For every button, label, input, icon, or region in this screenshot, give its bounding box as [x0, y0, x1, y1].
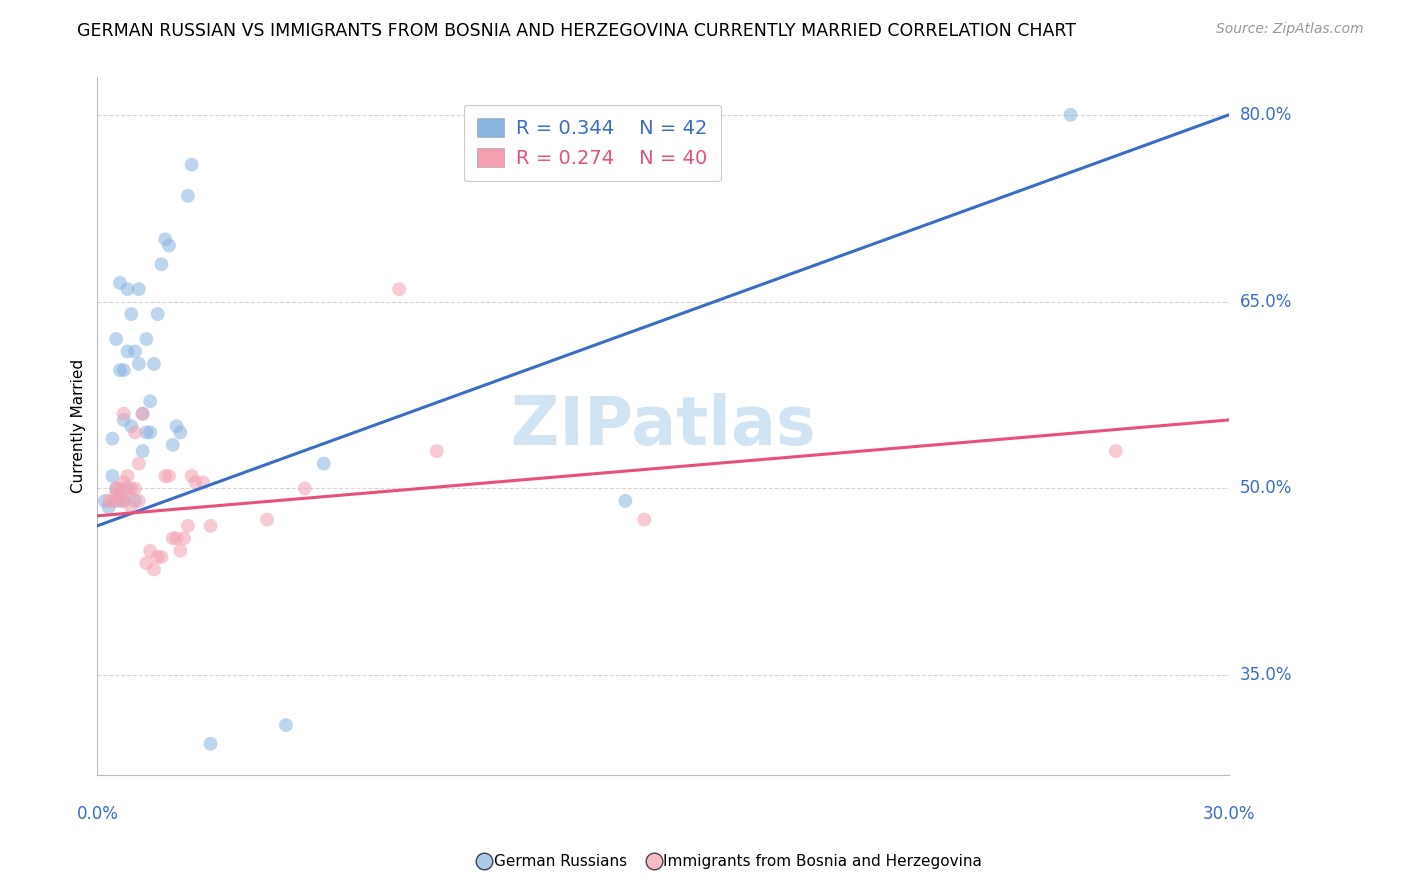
- Point: [97, 500, 120, 515]
- Point: [633, 513, 655, 527]
- Point: [142, 357, 165, 371]
- Text: 50.0%: 50.0%: [1240, 480, 1292, 498]
- Point: [274, 718, 297, 732]
- Point: [157, 469, 180, 483]
- Text: 65.0%: 65.0%: [1240, 293, 1292, 310]
- Point: [166, 531, 188, 545]
- Point: [117, 482, 139, 496]
- Point: [177, 518, 200, 533]
- Point: [155, 469, 177, 483]
- Point: [117, 282, 139, 296]
- Point: [117, 488, 139, 502]
- Point: [177, 188, 200, 202]
- Legend: R = 0.344    N = 42, R = 0.274    N = 40: R = 0.344 N = 42, R = 0.274 N = 40: [464, 104, 721, 181]
- Point: [162, 531, 184, 545]
- Point: [124, 482, 146, 496]
- Point: [112, 494, 135, 508]
- Point: [146, 549, 169, 564]
- Point: [180, 158, 202, 172]
- Point: [162, 438, 184, 452]
- Point: [150, 549, 173, 564]
- Point: [97, 494, 120, 508]
- Text: 35.0%: 35.0%: [1240, 666, 1292, 684]
- Point: [1059, 108, 1081, 122]
- Point: [108, 494, 131, 508]
- Point: [124, 425, 146, 440]
- Point: [112, 407, 135, 421]
- Point: [139, 425, 162, 440]
- Point: [120, 307, 142, 321]
- Point: [105, 482, 128, 496]
- Point: [180, 469, 202, 483]
- Point: [256, 513, 278, 527]
- Point: [426, 444, 449, 458]
- Point: [120, 500, 142, 515]
- Legend: German Russians, Immigrants from Bosnia and Herzegovina: German Russians, Immigrants from Bosnia …: [474, 848, 988, 875]
- Point: [105, 488, 128, 502]
- Point: [169, 543, 191, 558]
- Point: [108, 276, 131, 290]
- Point: [139, 543, 162, 558]
- Point: [200, 518, 222, 533]
- Y-axis label: Currently Married: Currently Married: [72, 359, 86, 493]
- Point: [120, 482, 142, 496]
- Point: [108, 482, 131, 496]
- Point: [166, 419, 188, 434]
- Text: GERMAN RUSSIAN VS IMMIGRANTS FROM BOSNIA AND HERZEGOVINA CURRENTLY MARRIED CORRE: GERMAN RUSSIAN VS IMMIGRANTS FROM BOSNIA…: [77, 22, 1077, 40]
- Point: [101, 469, 124, 483]
- Point: [388, 282, 411, 296]
- Point: [101, 494, 124, 508]
- Point: [128, 357, 150, 371]
- Text: 0.0%: 0.0%: [76, 805, 118, 823]
- Point: [124, 344, 146, 359]
- Point: [191, 475, 214, 490]
- Point: [135, 556, 157, 570]
- Point: [108, 363, 131, 377]
- Point: [135, 425, 157, 440]
- Point: [155, 232, 177, 246]
- Text: ZIPatlas: ZIPatlas: [510, 393, 815, 459]
- Point: [184, 475, 207, 490]
- Text: 30.0%: 30.0%: [1202, 805, 1256, 823]
- Point: [150, 257, 173, 271]
- Text: 80.0%: 80.0%: [1240, 106, 1292, 124]
- Text: Source: ZipAtlas.com: Source: ZipAtlas.com: [1216, 22, 1364, 37]
- Point: [117, 344, 139, 359]
- Point: [128, 494, 150, 508]
- Point: [112, 413, 135, 427]
- Point: [131, 407, 153, 421]
- Point: [112, 363, 135, 377]
- Point: [112, 494, 135, 508]
- Point: [105, 482, 128, 496]
- Point: [128, 282, 150, 296]
- Point: [135, 332, 157, 346]
- Point: [312, 457, 335, 471]
- Point: [157, 238, 180, 252]
- Point: [117, 469, 139, 483]
- Point: [124, 494, 146, 508]
- Point: [614, 494, 637, 508]
- Point: [173, 531, 195, 545]
- Point: [131, 407, 153, 421]
- Point: [128, 457, 150, 471]
- Point: [105, 332, 128, 346]
- Point: [294, 482, 316, 496]
- Point: [142, 562, 165, 576]
- Point: [139, 394, 162, 409]
- Point: [200, 737, 222, 751]
- Point: [1105, 444, 1128, 458]
- Point: [112, 475, 135, 490]
- Point: [169, 425, 191, 440]
- Point: [131, 444, 153, 458]
- Point: [94, 494, 117, 508]
- Point: [101, 432, 124, 446]
- Point: [105, 494, 128, 508]
- Point: [146, 307, 169, 321]
- Point: [120, 419, 142, 434]
